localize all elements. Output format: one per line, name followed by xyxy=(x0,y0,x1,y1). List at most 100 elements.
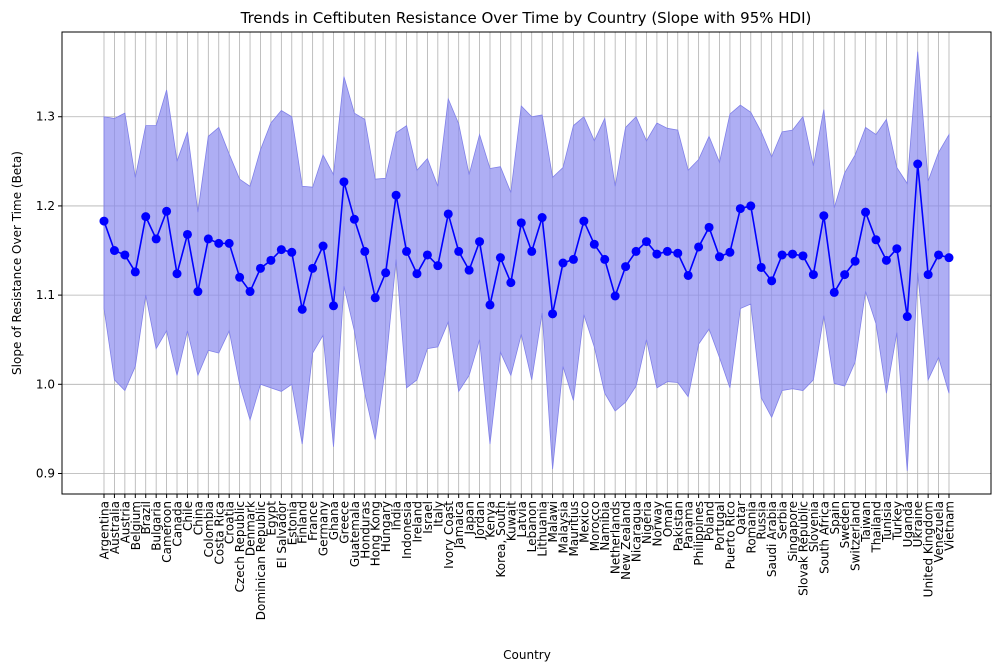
data-point xyxy=(516,218,526,228)
data-point xyxy=(287,247,297,257)
data-point xyxy=(443,209,453,219)
data-point xyxy=(329,301,339,311)
x-tick-label: Canada xyxy=(171,501,185,547)
y-axis-label: Slope of Resistance Over Time (Beta) xyxy=(10,151,24,375)
x-tick-label: Ukraine xyxy=(911,501,925,547)
y-tick-label: 1.2 xyxy=(36,199,55,213)
x-tick-label: Chile xyxy=(181,501,195,531)
hdi-band xyxy=(103,51,950,471)
x-tick-label: Honduras xyxy=(358,501,372,559)
x-tick-label: Thailand xyxy=(869,501,883,554)
data-point xyxy=(735,204,745,214)
x-tick-label: Russia xyxy=(755,501,769,540)
x-tick-label: Morocco xyxy=(588,501,602,551)
y-tick-label: 1.1 xyxy=(36,288,55,302)
x-tick-label: Colombia xyxy=(202,501,216,557)
x-tick-label: Czech Republic xyxy=(233,501,247,592)
data-point xyxy=(381,268,391,278)
data-point xyxy=(402,246,412,256)
x-tick-label: Ghana xyxy=(327,501,341,540)
data-point xyxy=(235,272,245,282)
data-point xyxy=(433,261,443,271)
x-tick-label: Philippines xyxy=(692,501,706,566)
x-tick-label: Jordan xyxy=(473,501,487,540)
data-point xyxy=(266,255,276,265)
data-point xyxy=(422,250,432,260)
x-tick-label: Egypt xyxy=(264,501,278,536)
data-point xyxy=(255,263,265,273)
x-tick-label: Italy xyxy=(431,501,445,527)
data-point xyxy=(412,269,422,279)
data-point xyxy=(641,237,651,247)
x-tick-label: Austria xyxy=(118,501,132,543)
data-point xyxy=(130,267,140,277)
data-point xyxy=(224,238,234,248)
x-tick-label: Norway xyxy=(650,501,664,547)
x-tick-label: Malawi xyxy=(546,501,560,543)
data-point xyxy=(662,246,672,256)
x-tick-label: Finland xyxy=(296,501,310,544)
data-point xyxy=(308,263,318,273)
data-point xyxy=(485,300,495,310)
x-tick-label: France xyxy=(306,501,320,541)
data-point xyxy=(339,177,349,187)
chart-title: Trends in Ceftibuten Resistance Over Tim… xyxy=(240,9,812,27)
data-point xyxy=(798,251,808,261)
data-point xyxy=(214,238,224,248)
x-tick-label: Panama xyxy=(682,501,696,549)
data-point xyxy=(151,234,161,244)
data-point xyxy=(495,253,505,263)
data-point xyxy=(610,291,620,301)
data-point xyxy=(652,249,662,259)
data-points xyxy=(99,159,954,322)
x-tick-label: Cameroon xyxy=(160,501,174,563)
x-axis-label: Country xyxy=(503,648,551,662)
x-tick-label: Poland xyxy=(703,501,717,541)
x-tick-label: Saudi Arabia xyxy=(765,501,779,577)
data-point xyxy=(162,206,172,216)
data-point xyxy=(568,254,578,264)
x-tick-label: Portugal xyxy=(713,501,727,551)
data-point xyxy=(714,252,724,262)
x-tick-label: Uganda xyxy=(901,501,915,547)
data-point xyxy=(182,229,192,239)
x-tick-label: Romania xyxy=(744,501,758,553)
x-tick-label: Korea, South xyxy=(494,501,508,578)
x-tick-label: Slovenia xyxy=(807,501,821,552)
x-tick-label: Belgium xyxy=(129,501,143,550)
x-tick-label: Costa Rica xyxy=(212,501,226,564)
x-tick-label: Qatar xyxy=(734,501,748,535)
data-point xyxy=(944,253,954,263)
x-tick-label: Greece xyxy=(337,501,351,544)
y-tick-label: 0.9 xyxy=(36,466,55,480)
x-tick-label: Ivory Coast xyxy=(442,501,456,569)
x-tick-label: Puerto Rico xyxy=(723,501,737,569)
x-tick-label: Venezuela xyxy=(932,501,946,563)
plot-frame xyxy=(61,31,992,495)
x-tick-label: Sweden xyxy=(838,501,852,548)
data-point xyxy=(318,241,328,251)
data-point xyxy=(600,254,610,264)
data-point xyxy=(193,287,203,297)
x-tick-label: Turkey xyxy=(890,501,904,541)
x-axis-ticks: ArgentinaAustraliaAustriaBelgiumBrazilBu… xyxy=(98,494,957,620)
data-point xyxy=(850,256,860,266)
data-point xyxy=(276,245,286,255)
data-point xyxy=(777,250,787,260)
data-point xyxy=(819,211,829,221)
x-tick-label: Denmark xyxy=(244,501,258,556)
data-point xyxy=(141,212,151,222)
data-point xyxy=(370,293,380,303)
data-point xyxy=(203,234,213,244)
x-tick-label: Spain xyxy=(828,501,842,535)
x-tick-label: Argentina xyxy=(98,501,112,560)
x-tick-label: Australia xyxy=(108,501,122,554)
data-point xyxy=(464,265,474,275)
data-point xyxy=(861,207,871,217)
data-point xyxy=(120,250,130,260)
x-tick-label: Latvia xyxy=(515,501,529,538)
x-tick-label: Hong Kong xyxy=(369,501,383,566)
x-tick-label: Netherlands xyxy=(609,501,623,574)
x-tick-label: Israel xyxy=(421,501,435,534)
data-point xyxy=(746,201,756,211)
